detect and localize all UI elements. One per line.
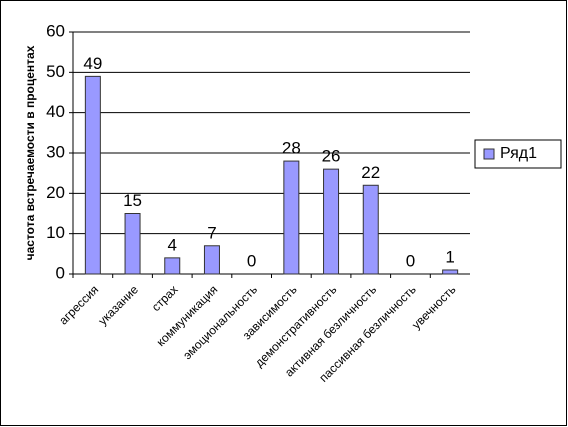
bar — [283, 160, 300, 275]
y-tick-label: 40 — [46, 102, 65, 121]
data-label: 22 — [361, 163, 380, 182]
data-label: 1 — [445, 247, 454, 266]
bar — [203, 245, 220, 275]
data-label: 0 — [406, 251, 415, 270]
y-axis-title: частота встречаемости в процентах — [23, 45, 37, 260]
y-tick-label: 20 — [46, 183, 65, 202]
data-label: 7 — [207, 223, 216, 242]
y-tick-label: 30 — [46, 142, 65, 161]
y-tick-label: 60 — [46, 21, 65, 40]
legend-label: Ряд1 — [500, 145, 537, 162]
data-label: 49 — [83, 54, 102, 73]
y-tick-label: 0 — [56, 263, 65, 282]
bar — [124, 213, 141, 275]
data-label: 28 — [282, 139, 301, 158]
bar — [442, 269, 459, 275]
data-label: 15 — [123, 191, 142, 210]
data-label: 0 — [247, 251, 256, 270]
data-label: 26 — [322, 147, 341, 166]
bar — [164, 257, 181, 275]
bar — [84, 75, 101, 275]
bar — [362, 184, 379, 275]
legend-swatch — [483, 148, 495, 160]
y-tick-label: 50 — [46, 62, 65, 81]
y-tick-label: 10 — [46, 223, 65, 242]
bar — [323, 168, 340, 275]
data-label: 4 — [168, 235, 177, 254]
